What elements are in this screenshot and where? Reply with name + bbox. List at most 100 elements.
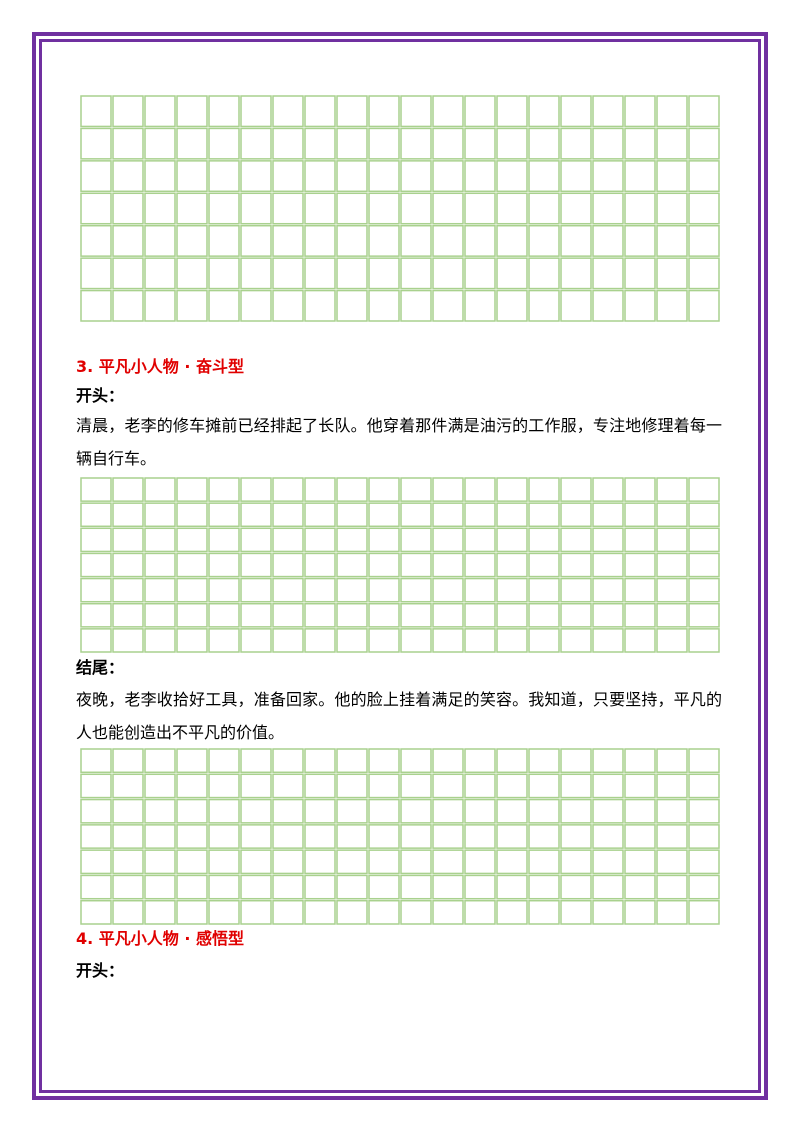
grid-cell [144, 748, 176, 774]
grid-cell [432, 628, 464, 653]
grid-cell [400, 289, 432, 322]
grid-cell [112, 477, 144, 502]
grid-cell [112, 160, 144, 193]
opening-label: 开头： [76, 386, 125, 405]
grid-cell [496, 502, 528, 528]
grid-cell [464, 160, 496, 193]
grid-cell [592, 798, 624, 824]
grid-cell [240, 798, 272, 824]
grid-cell [688, 849, 720, 875]
grid-cell [592, 127, 624, 160]
grid-cell [112, 257, 144, 290]
grid-cell [400, 628, 432, 653]
grid-cell [400, 257, 432, 290]
grid-cell [560, 798, 592, 824]
grid-cell [528, 127, 560, 160]
grid-cell [528, 628, 560, 653]
grid-cell [144, 127, 176, 160]
grid-cell [400, 824, 432, 849]
grid-cell [176, 477, 208, 502]
grid-cell [240, 899, 272, 925]
grid-cell [144, 224, 176, 257]
grid-cell [656, 628, 688, 653]
grid-cell [400, 477, 432, 502]
grid-cell [592, 527, 624, 553]
grid-cell [464, 127, 496, 160]
grid-cell [464, 95, 496, 128]
grid-cell [144, 798, 176, 824]
inner-border [39, 39, 761, 1093]
grid-cell [112, 192, 144, 225]
grid-cell [592, 192, 624, 225]
grid-cell [112, 849, 144, 875]
grid-cell [656, 192, 688, 225]
grid-cell [336, 552, 368, 578]
grid-cell [464, 798, 496, 824]
grid-cell [592, 849, 624, 875]
grid-cell [368, 95, 400, 128]
grid-cell [432, 502, 464, 528]
grid-cell [368, 192, 400, 225]
grid-cell [624, 289, 656, 322]
grid-cell [368, 127, 400, 160]
grid-cell [656, 748, 688, 774]
grid-cell [240, 628, 272, 653]
grid-cell [592, 502, 624, 528]
grid-cell [624, 899, 656, 925]
grid-cell [368, 824, 400, 849]
grid-cell [304, 127, 336, 160]
grid-cell [528, 773, 560, 799]
grid-cell [176, 874, 208, 900]
grid-cell [336, 824, 368, 849]
grid-cell [624, 160, 656, 193]
grid-cell [112, 602, 144, 628]
grid-cell [560, 899, 592, 925]
grid-cell [624, 849, 656, 875]
grid-cell [272, 95, 304, 128]
grid-cell [336, 748, 368, 774]
grid-cell [368, 552, 400, 578]
grid-cell [688, 824, 720, 849]
grid-cell [112, 224, 144, 257]
grid-cell [336, 95, 368, 128]
grid-cell [496, 289, 528, 322]
grid-cell [496, 127, 528, 160]
grid-cell [272, 602, 304, 628]
grid-cell [464, 824, 496, 849]
grid-cell [208, 602, 240, 628]
grid-cell [240, 95, 272, 128]
grid-cell [688, 127, 720, 160]
grid-cell [80, 527, 112, 553]
grid-cell [400, 849, 432, 875]
grid-cell [368, 477, 400, 502]
grid-cell [336, 127, 368, 160]
grid-cell [464, 477, 496, 502]
grid-cell [80, 602, 112, 628]
grid-cell [432, 849, 464, 875]
outer-border [32, 32, 768, 1100]
grid-cell [336, 773, 368, 799]
grid-cell [688, 552, 720, 578]
grid-cell [496, 899, 528, 925]
grid-cell [656, 899, 688, 925]
grid-cell [432, 95, 464, 128]
grid-cell [624, 502, 656, 528]
grid-cell [240, 289, 272, 322]
grid-cell [272, 628, 304, 653]
grid-cell [592, 160, 624, 193]
grid-cell [432, 257, 464, 290]
grid-cell [272, 849, 304, 875]
grid-cell [112, 577, 144, 603]
grid-cell [208, 798, 240, 824]
grid-cell [432, 899, 464, 925]
grid-cell [80, 192, 112, 225]
section-title: 4. 平凡小人物 · 感悟型 [76, 929, 245, 948]
grid-cell [400, 192, 432, 225]
grid-cell [272, 477, 304, 502]
grid-cell [656, 824, 688, 849]
grid-cell [272, 192, 304, 225]
grid-cell [80, 257, 112, 290]
grid-cell [240, 502, 272, 528]
grid-cell [80, 95, 112, 128]
grid-cell [144, 773, 176, 799]
